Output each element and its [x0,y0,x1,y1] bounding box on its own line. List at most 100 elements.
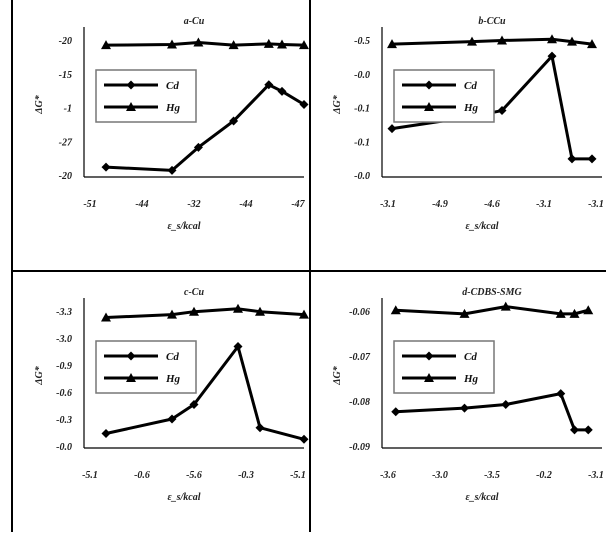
legend-label-cd: Cd [166,351,179,363]
data-point-cd [501,400,511,409]
chart-svg: a-Cu -20 -15 -1 -27 -20 -51 -44 -32 -44 -47 ε_s/kca… [34,16,309,232]
data-point-cd [277,86,287,96]
data-point-hg [189,306,199,316]
data-point-hg [467,36,477,46]
legend-box [393,69,495,123]
data-point-hg [167,39,177,49]
data-point-hg [569,308,580,318]
data-point-hg [583,305,594,315]
y-tick-label: -1 [64,104,72,115]
data-point-cd [264,80,274,90]
y-tick-label: -0.5 [354,36,370,47]
data-point-cd [587,154,597,164]
y-tick-label: -0.07 [349,352,371,363]
data-point-hg [299,40,309,50]
x-tick-label: -4.6 [484,199,500,210]
x-tick-label: -0.6 [134,470,150,481]
y-axis-label: ΔG* [332,365,343,385]
legend-marker-triangle [424,102,434,111]
data-point-hg [547,34,557,44]
x-tick-label: -0.2 [536,470,552,481]
x-tick-label: -51 [83,199,96,210]
series-line-hg [391,37,593,46]
legend-marker-diamond [126,351,136,361]
chart-svg: d-CDBS-SMG -0.06 -0.07 -0.08 -0.09 -3.6 -3.0 -3… [332,287,604,503]
legend-marker-triangle [126,373,136,382]
data-point-cd [497,106,507,116]
x-axis-label: ε_s/kcal [168,492,201,503]
data-point-cd [460,403,469,413]
series-line-hg [105,307,305,319]
x-axis-label: ε_s/kcal [168,221,201,232]
y-tick-label: -0.3 [56,415,72,426]
data-point-hg [263,38,274,48]
data-point-hg [567,36,577,46]
x-tick-label: -4.9 [432,199,448,210]
legend-marker-diamond [126,80,136,90]
data-point-hg [233,303,243,313]
legend-marker-triangle [424,373,434,382]
data-point-cd [101,429,111,438]
data-point-hg [255,306,265,316]
data-point-cd [233,342,243,351]
y-tick-label: -0.06 [349,307,370,318]
x-tick-label: -3.1 [380,199,396,210]
x-tick-label: -47 [291,199,305,210]
y-axis-label: ΔG* [34,365,45,385]
y-tick-label: -15 [59,70,72,81]
y-tick-label: -27 [59,137,73,148]
data-point-cd [255,423,265,433]
data-point-hg [299,309,309,319]
x-tick-label: -44 [239,199,252,210]
data-point-hg [387,39,397,49]
x-tick-label: -3.5 [484,470,500,481]
data-point-cd [299,434,309,444]
y-axis-label: ΔG* [34,94,45,114]
data-point-cd [570,425,579,435]
x-tick-label: -32 [187,199,200,210]
y-axis-label: ΔG* [332,94,343,114]
data-point-hg [101,40,111,50]
data-point-hg [459,308,470,318]
legend-label-cd: Cd [464,80,477,92]
data-point-hg [277,39,287,49]
chart-panel-c: c-Cu -3.3 -3.0 -0.9 -0.6 -0.3 -0.0 -5.1 -0.6 -5.6… [14,273,309,535]
data-point-cd [193,142,203,152]
chart-svg: b-CCu -0.5 -0.0 -0.1 -0.1 -0.0 -3.1 -4.9 -4.6 -3.… [332,16,604,232]
series-line-cd [105,345,305,441]
y-tick-label: -0.6 [56,388,72,399]
data-point-cd [167,165,177,175]
legend-marker-diamond [424,351,434,361]
x-tick-label: -3.6 [380,470,396,481]
data-point-cd [567,154,577,164]
data-point-hg [555,308,566,318]
x-tick-label: -5.1 [82,470,98,481]
data-point-cd [547,51,557,61]
legend-label-hg: Hg [463,373,479,385]
data-point-cd [583,425,593,435]
y-tick-label: -0.1 [354,104,370,115]
y-tick-label: -0.0 [354,70,370,81]
data-point-hg [497,35,507,45]
legend-label-cd: Cd [166,80,179,92]
x-tick-label: -0.3 [238,470,254,481]
legend-box [95,69,197,123]
x-axis-label: ε_s/kcal [466,492,499,503]
data-point-cd [101,162,111,172]
x-tick-label: -5.6 [186,470,202,481]
data-point-cd [229,116,239,126]
legend-box [393,340,495,394]
x-axis-label: ε_s/kcal [466,221,499,232]
y-tick-label: -20 [59,171,72,182]
y-tick-label: -0.0 [56,442,72,453]
x-tick-label: -5.1 [290,470,306,481]
y-tick-label: -0.08 [349,397,370,408]
data-point-hg [193,37,204,47]
x-tick-label: -3.1 [536,199,552,210]
chart-title: d-CDBS-SMG [462,287,522,298]
chart-title: c-Cu [184,287,204,298]
chart-title: a-Cu [184,16,205,27]
data-point-hg [500,301,511,311]
